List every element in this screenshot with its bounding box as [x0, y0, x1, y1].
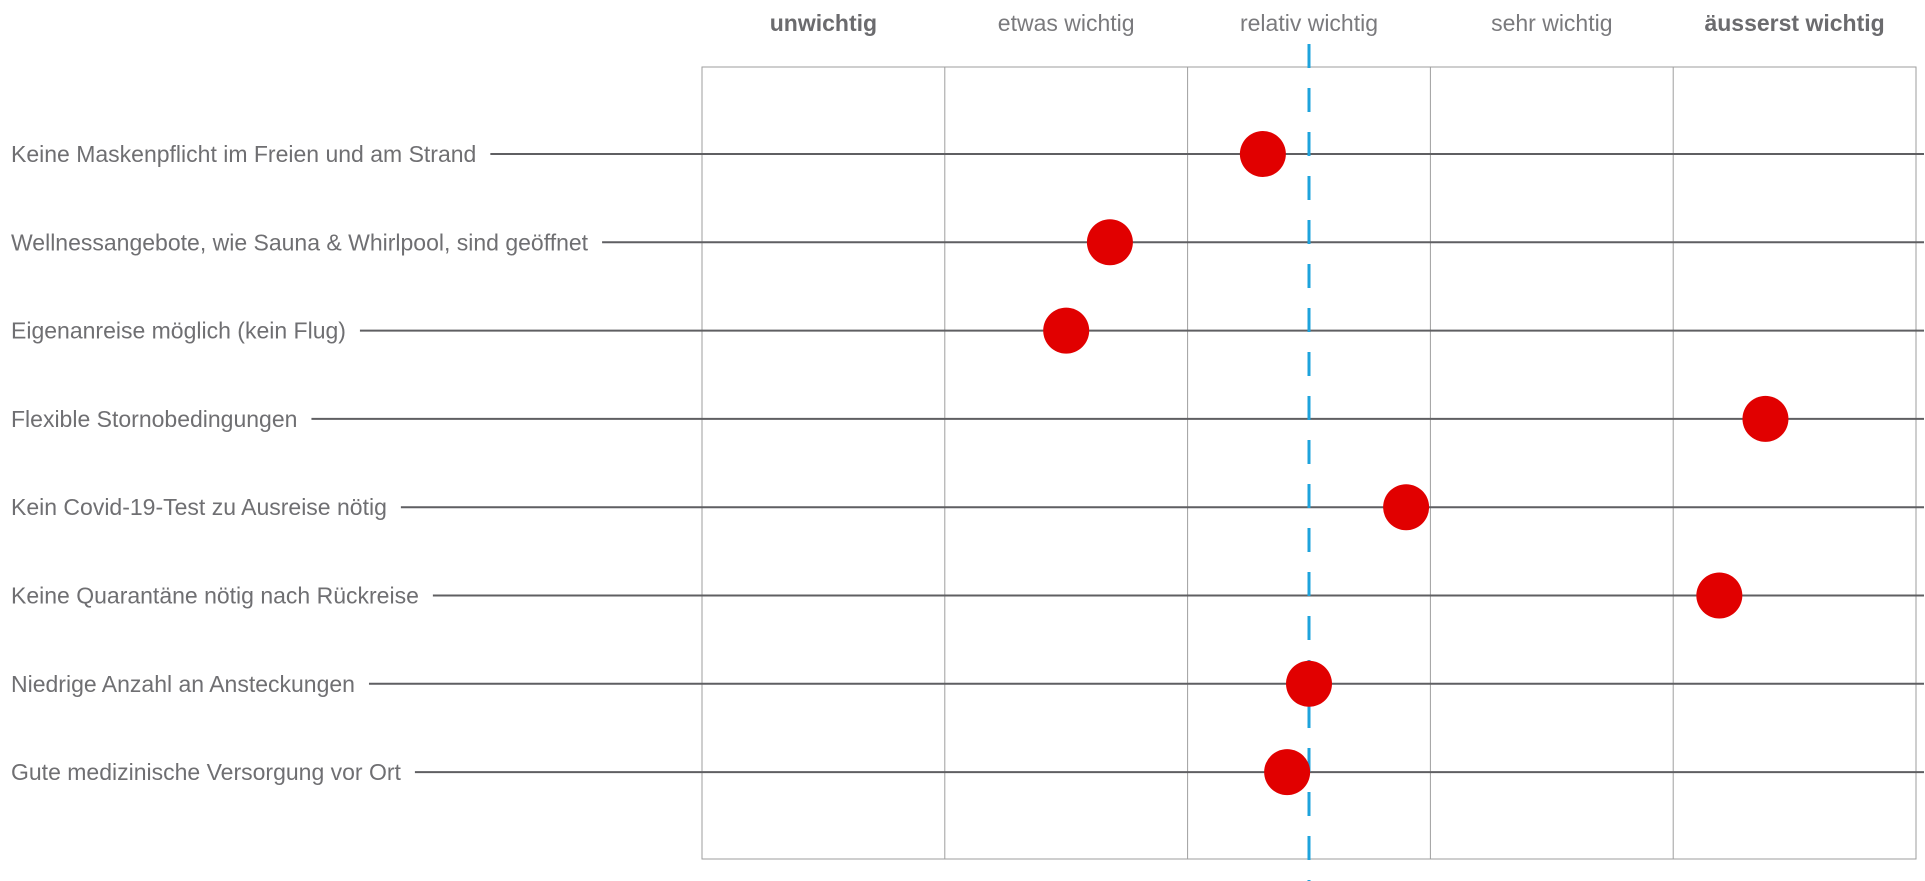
scale-label: äusserst wichtig	[1704, 10, 1884, 36]
category-label: Keine Maskenpflicht im Freien und am Str…	[11, 141, 476, 167]
data-points	[1043, 131, 1789, 796]
category-label: Niedrige Anzahl an Ansteckungen	[11, 671, 355, 697]
data-point	[1742, 395, 1789, 442]
category-label: Kein Covid-19-Test zu Ausreise nötig	[11, 494, 387, 520]
data-point	[1286, 660, 1332, 707]
category-label: Flexible Stornobedingungen	[11, 406, 297, 432]
scale-labels: unwichtig etwas wichtig relativ wichtig seh…	[770, 10, 1885, 36]
data-point	[1043, 307, 1090, 354]
category-label: Eigenanreise möglich (kein Flug)	[11, 318, 346, 344]
data-point	[1696, 572, 1743, 619]
category-labels: Keine Maskenpflicht im Freien und am Str…	[11, 141, 589, 785]
category-label: Wellnessangebote, wie Sauna & Whirlpool,…	[11, 229, 589, 255]
scale-label: etwas wichtig	[998, 10, 1135, 36]
data-point	[1239, 131, 1286, 177]
data-point	[1383, 484, 1430, 531]
category-label: Keine Quarantäne nötig nach Rückreise	[11, 583, 419, 609]
scale-label: relativ wichtig	[1240, 10, 1378, 36]
row-lines	[311, 153, 1924, 774]
scale-label: unwichtig	[770, 10, 877, 36]
data-point	[1264, 749, 1311, 796]
data-point	[1086, 219, 1133, 266]
scale-label: sehr wichtig	[1491, 10, 1612, 36]
category-label: Gute medizinische Versorgung vor Ort	[11, 759, 402, 785]
